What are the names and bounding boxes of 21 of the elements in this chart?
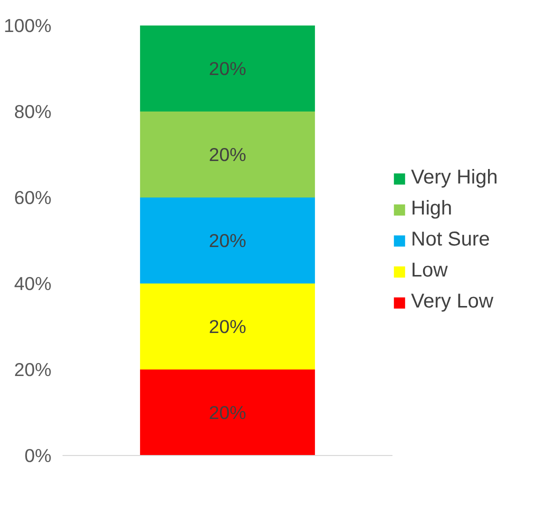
y-tick-label: 20%: [14, 359, 52, 380]
data-label: 20%: [208, 58, 246, 79]
bar: [140, 370, 315, 456]
bar: [140, 198, 315, 284]
data-label: 20%: [208, 144, 246, 165]
y-tick-label: 60%: [14, 187, 52, 208]
legend-label: Very Low: [411, 290, 494, 314]
bar: [140, 26, 315, 112]
y-tick-label: 0%: [24, 445, 52, 466]
bar: [140, 284, 315, 370]
legend-label: High: [411, 198, 452, 220]
y-tick-label: 100%: [4, 15, 52, 36]
data-label: 20%: [208, 402, 246, 423]
data-label: 20%: [208, 230, 246, 251]
y-tick-label: 40%: [14, 273, 52, 294]
legend-label: Not Sure: [411, 228, 490, 252]
legend-label: Low: [411, 260, 448, 282]
bar: [140, 112, 315, 198]
y-tick-label: 80%: [14, 101, 52, 122]
data-label: 20%: [208, 316, 246, 337]
legend-label: Very High: [411, 166, 498, 190]
